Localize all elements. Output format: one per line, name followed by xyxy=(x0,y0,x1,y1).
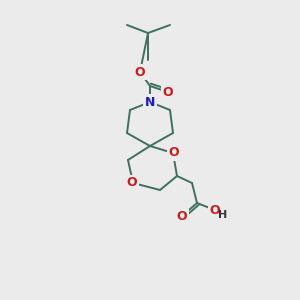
Text: O: O xyxy=(210,203,220,217)
Text: O: O xyxy=(169,146,179,160)
Text: H: H xyxy=(218,210,228,220)
Text: O: O xyxy=(177,209,187,223)
Text: O: O xyxy=(163,85,173,98)
Text: N: N xyxy=(145,95,155,109)
Text: O: O xyxy=(135,65,145,79)
Text: O: O xyxy=(127,176,137,190)
